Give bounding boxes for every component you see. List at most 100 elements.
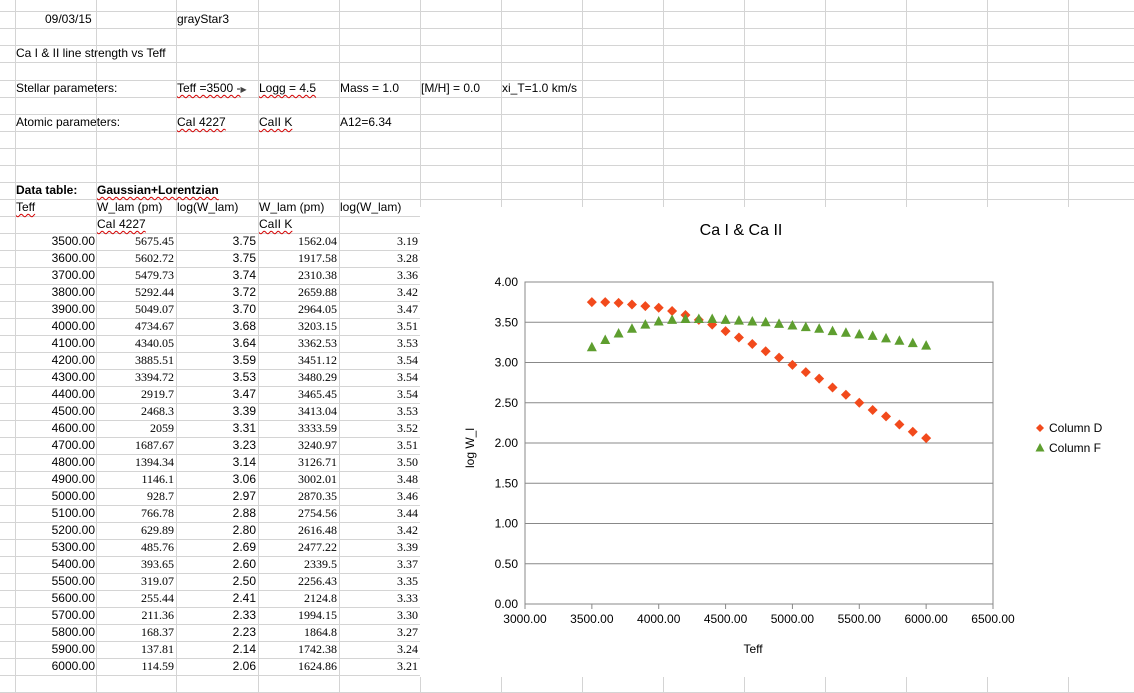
- cell-col-log1[interactable]: log(W_lam): [177, 200, 239, 214]
- cell-program[interactable]: grayStar3: [177, 12, 230, 26]
- cell-col-w1[interactable]: W_lam (pm): [97, 200, 163, 214]
- cell-sub1[interactable]: CaI 4227: [97, 216, 146, 233]
- table-cell[interactable]: 2256.43: [298, 574, 337, 588]
- table-cell[interactable]: 319.07: [141, 574, 174, 588]
- table-cell[interactable]: 3.54: [397, 387, 418, 401]
- cell-col-teff[interactable]: Teff: [16, 199, 35, 216]
- table-cell[interactable]: 4100.00: [51, 336, 95, 350]
- table-cell[interactable]: 3.39: [232, 404, 256, 418]
- table-cell[interactable]: 5100.00: [51, 506, 95, 520]
- table-cell[interactable]: 3.21: [397, 659, 418, 673]
- table-cell[interactable]: 2.33: [232, 608, 256, 622]
- table-cell[interactable]: 3.54: [397, 370, 418, 384]
- cell-stellar-label[interactable]: Stellar parameters:: [16, 81, 118, 95]
- table-cell[interactable]: 5049.07: [135, 302, 174, 316]
- table-cell[interactable]: 5600.00: [51, 591, 95, 605]
- table-cell[interactable]: 2.23: [232, 625, 256, 639]
- table-cell[interactable]: 3.44: [397, 506, 418, 520]
- table-cell[interactable]: 2.88: [232, 506, 256, 520]
- table-cell[interactable]: 3465.45: [298, 387, 337, 401]
- table-cell[interactable]: 3.35: [397, 574, 418, 588]
- table-cell[interactable]: 3480.29: [298, 370, 337, 384]
- table-cell[interactable]: 3500.00: [51, 234, 95, 248]
- cell-col-log2[interactable]: log(W_lam): [340, 200, 402, 214]
- table-cell[interactable]: 3451.12: [298, 353, 337, 367]
- table-cell[interactable]: 3800.00: [51, 285, 95, 299]
- table-cell[interactable]: 3.48: [397, 472, 418, 486]
- table-cell[interactable]: 3.28: [397, 251, 418, 265]
- table-cell[interactable]: 4300.00: [51, 370, 95, 384]
- cell-stellar-mh[interactable]: [M/H] = 0.0: [421, 81, 481, 95]
- table-cell[interactable]: 4900.00: [51, 472, 95, 486]
- table-cell[interactable]: 3.39: [397, 540, 418, 554]
- table-cell[interactable]: 3.19: [397, 234, 418, 248]
- table-cell[interactable]: 2616.48: [298, 523, 337, 537]
- table-cell[interactable]: 3.23: [232, 438, 256, 452]
- table-cell[interactable]: 3700.00: [51, 268, 95, 282]
- cell-atomic-line1[interactable]: CaI 4227: [177, 114, 226, 131]
- table-cell[interactable]: 5292.44: [135, 285, 174, 299]
- table-cell[interactable]: 1742.38: [298, 642, 337, 656]
- table-cell[interactable]: 3900.00: [51, 302, 95, 316]
- table-cell[interactable]: 1624.86: [298, 659, 337, 673]
- table-cell[interactable]: 3.06: [232, 472, 256, 486]
- table-cell[interactable]: 5900.00: [51, 642, 95, 656]
- table-cell[interactable]: 3240.97: [298, 438, 337, 452]
- table-cell[interactable]: 137.81: [141, 642, 174, 656]
- table-cell[interactable]: 5700.00: [51, 608, 95, 622]
- cell-date[interactable]: 09/03/15: [45, 12, 92, 26]
- table-cell[interactable]: 2059: [150, 421, 174, 435]
- cell-col-w2[interactable]: W_lam (pm): [259, 200, 325, 214]
- table-cell[interactable]: 766.78: [141, 506, 174, 520]
- table-cell[interactable]: 1917.58: [298, 251, 337, 265]
- table-cell[interactable]: 1562.04: [298, 234, 337, 248]
- table-cell[interactable]: 2310.38: [298, 268, 337, 282]
- table-cell[interactable]: 485.76: [141, 540, 174, 554]
- table-cell[interactable]: 3.42: [397, 285, 418, 299]
- table-cell[interactable]: 1864.8: [304, 625, 337, 639]
- table-cell[interactable]: 3.64: [232, 336, 256, 350]
- table-cell[interactable]: 5675.45: [135, 234, 174, 248]
- table-cell[interactable]: 3.33: [397, 591, 418, 605]
- cell-atomic-label[interactable]: Atomic parameters:: [16, 115, 121, 129]
- table-cell[interactable]: 2.14: [232, 642, 256, 656]
- cell-sub2[interactable]: CaII K: [259, 216, 292, 233]
- table-cell[interactable]: 4200.00: [51, 353, 95, 367]
- cell-atomic-a12[interactable]: A12=6.34: [340, 115, 392, 129]
- table-cell[interactable]: 3333.59: [298, 421, 337, 435]
- table-cell[interactable]: 2124.8: [304, 591, 337, 605]
- table-cell[interactable]: 2964.05: [298, 302, 337, 316]
- table-cell[interactable]: 3.36: [397, 268, 418, 282]
- table-cell[interactable]: 393.65: [141, 557, 174, 571]
- table-cell[interactable]: 2.69: [232, 540, 256, 554]
- table-cell[interactable]: 5479.73: [135, 268, 174, 282]
- table-cell[interactable]: 3.27: [397, 625, 418, 639]
- table-cell[interactable]: 255.44: [141, 591, 174, 605]
- table-cell[interactable]: 3413.04: [298, 404, 337, 418]
- table-cell[interactable]: 3.51: [397, 438, 418, 452]
- table-cell[interactable]: 3.46: [397, 489, 418, 503]
- table-cell[interactable]: 3.70: [232, 302, 256, 316]
- table-cell[interactable]: 3.52: [397, 421, 418, 435]
- table-cell[interactable]: 4400.00: [51, 387, 95, 401]
- table-cell[interactable]: 3.53: [397, 404, 418, 418]
- table-cell[interactable]: 3.14: [232, 455, 256, 469]
- table-cell[interactable]: 4600.00: [51, 421, 95, 435]
- cell-stellar-logg[interactable]: Logg = 4.5: [259, 80, 316, 97]
- table-cell[interactable]: 3.24: [397, 642, 418, 656]
- table-cell[interactable]: 2870.35: [298, 489, 337, 503]
- cell-stellar-mass[interactable]: Mass = 1.0: [340, 81, 400, 95]
- table-cell[interactable]: 6000.00: [51, 659, 95, 673]
- table-cell[interactable]: 3.30: [397, 608, 418, 622]
- table-cell[interactable]: 3394.72: [135, 370, 174, 384]
- table-cell[interactable]: 3.50: [397, 455, 418, 469]
- table-cell[interactable]: 2339.5: [304, 557, 337, 571]
- table-cell[interactable]: 3.47: [232, 387, 256, 401]
- table-cell[interactable]: 2477.22: [298, 540, 337, 554]
- table-cell[interactable]: 4500.00: [51, 404, 95, 418]
- table-cell[interactable]: 3.54: [397, 353, 418, 367]
- table-cell[interactable]: 1146.1: [141, 472, 174, 486]
- table-cell[interactable]: 5000.00: [51, 489, 95, 503]
- table-cell[interactable]: 3.74: [232, 268, 256, 282]
